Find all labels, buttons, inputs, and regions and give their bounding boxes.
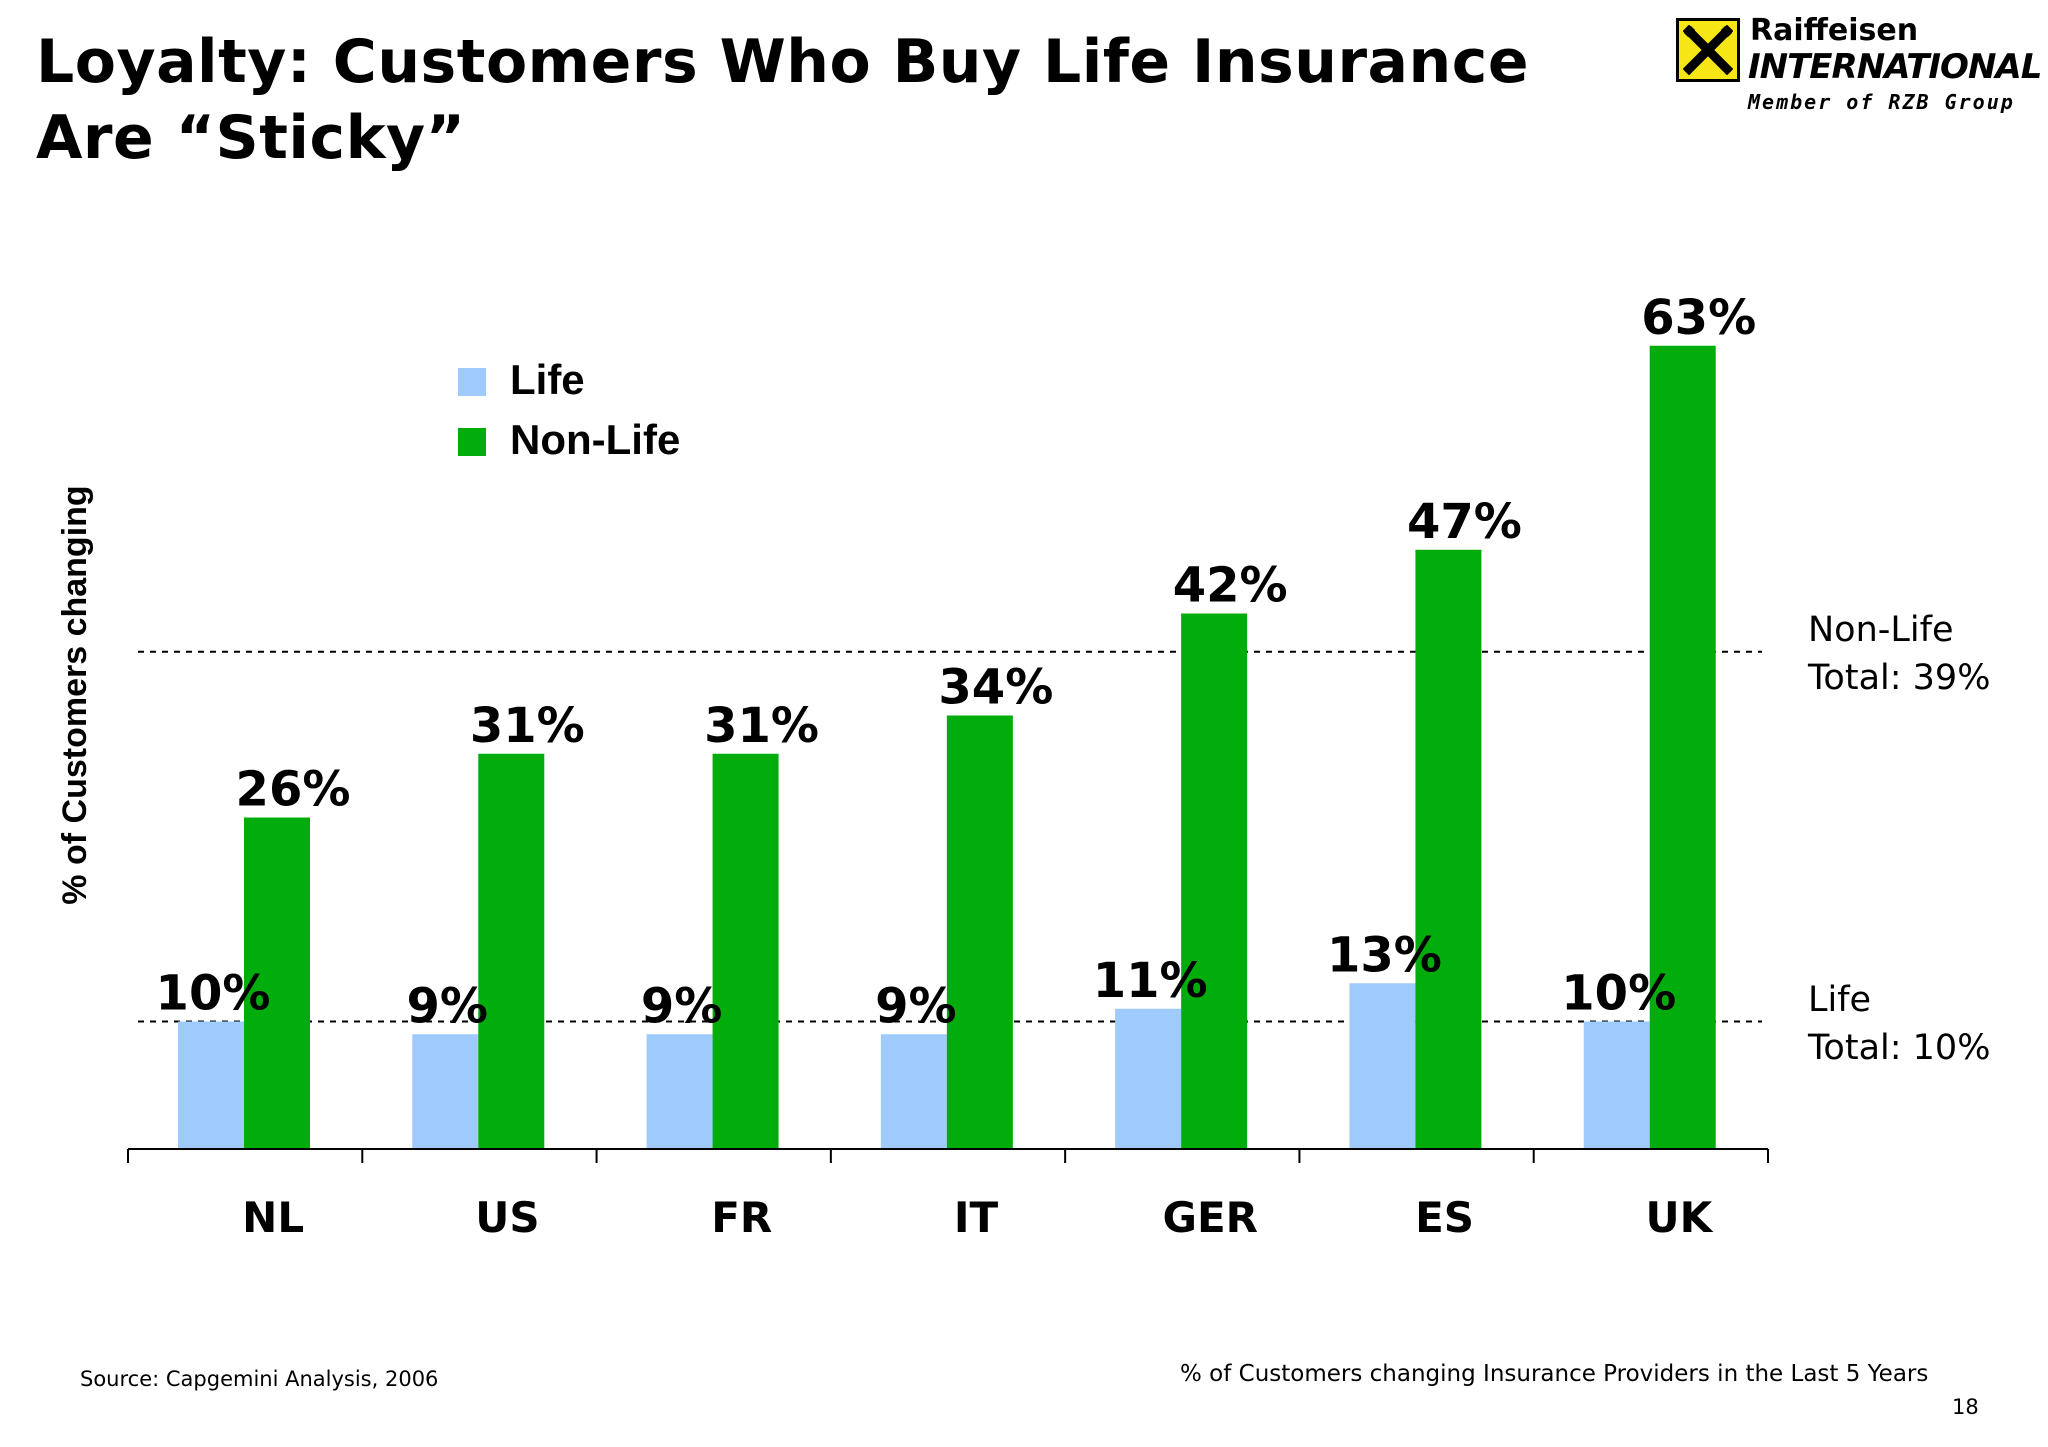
source-note: Source: Capgemini Analysis, 2006: [80, 1367, 439, 1391]
life-value-label-nl: 10%: [156, 966, 271, 1022]
non-life-bar-es: [1415, 549, 1482, 1149]
x-tick-label-es: ES: [1415, 1193, 1474, 1242]
x-tick-label-uk: UK: [1646, 1193, 1714, 1242]
life-total-label-line1: Life: [1808, 980, 1872, 1020]
y-axis-label: % of Customers changing: [56, 485, 94, 905]
page-title: Loyalty: Customers Who Buy Life Insuranc…: [36, 27, 1530, 173]
non-life-total-label-line2: Total: 39%: [1808, 658, 1991, 698]
life-value-label-it: 9%: [875, 978, 957, 1034]
life-bar-es: [1349, 983, 1416, 1149]
life-bar-it: [880, 1034, 947, 1149]
non-life-value-label-es: 47%: [1407, 494, 1522, 550]
life-value-label-es: 13%: [1327, 927, 1442, 983]
life-value-label-ger: 11%: [1093, 953, 1208, 1009]
legend-label-non-life: Non-Life: [510, 416, 680, 463]
life-bar-ger: [1115, 1008, 1182, 1149]
chart-caption: % of Customers changing Insurance Provid…: [1180, 1361, 1929, 1387]
life-value-label-us: 9%: [407, 978, 489, 1034]
non-life-value-label-it: 34%: [938, 660, 1053, 716]
page-number: 18: [1952, 1395, 1979, 1419]
life-total-label-line2: Total: 10%: [1808, 1028, 1991, 1068]
x-tick-label-fr: FR: [711, 1193, 772, 1242]
non-life-value-label-ger: 42%: [1173, 558, 1288, 614]
x-tick-label-us: US: [475, 1193, 539, 1242]
x-tick-label-ger: GER: [1163, 1193, 1259, 1242]
logo-brand: INTERNATIONAL: [1748, 47, 2042, 87]
life-value-label-uk: 10%: [1561, 966, 1676, 1022]
life-bar-fr: [646, 1034, 713, 1149]
non-life-bar-us: [478, 753, 545, 1149]
non-life-bar-uk: [1649, 345, 1716, 1149]
non-life-total-label-line1: Non-Life: [1808, 610, 1954, 650]
legend-label-life: Life: [510, 356, 585, 403]
non-life-bar-fr: [712, 753, 779, 1149]
crossed-gables-icon: [1676, 18, 1740, 82]
logo-name: Raiffeisen: [1750, 13, 1919, 48]
life-bar-nl: [178, 1021, 244, 1149]
life-bar-us: [412, 1034, 479, 1149]
non-life-value-label-fr: 31%: [704, 698, 819, 754]
non-life-value-label-nl: 26%: [236, 762, 351, 818]
non-life-value-label-uk: 63%: [1641, 290, 1756, 346]
life-value-label-fr: 9%: [641, 978, 723, 1034]
non-life-bar-ger: [1181, 613, 1248, 1149]
x-tick-label-nl: NL: [242, 1193, 304, 1242]
logo-member-text: Member of RZB Group: [1748, 90, 2015, 114]
non-life-bar-it: [946, 715, 1013, 1149]
x-tick-label-it: IT: [954, 1193, 999, 1242]
legend-swatch-non-life: [458, 428, 486, 456]
legend-swatch-life: [458, 368, 486, 396]
life-bar-uk: [1583, 1021, 1650, 1149]
non-life-value-label-us: 31%: [470, 698, 585, 754]
non-life-bar-nl: [244, 817, 310, 1149]
raiffeisen-logo: Raiffeisen INTERNATIONAL Member of RZB G…: [1672, 13, 2042, 124]
